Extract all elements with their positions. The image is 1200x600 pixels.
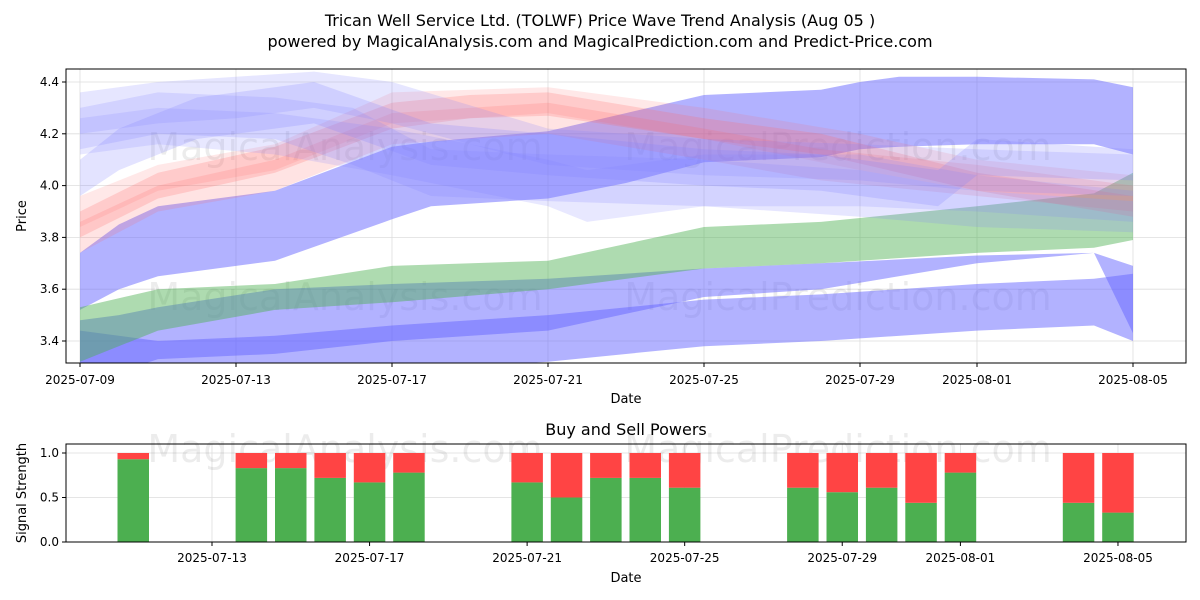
buy-bar bbox=[314, 477, 346, 542]
signal-y-label: Signal Strength bbox=[15, 443, 30, 543]
buy-bar bbox=[826, 492, 858, 542]
sell-bar bbox=[865, 453, 898, 488]
sell-bar bbox=[511, 453, 543, 483]
price-x-tick-label: 2025-07-09 bbox=[45, 373, 115, 387]
signal-y-tick-label: 0.5 bbox=[40, 491, 59, 505]
sell-bar bbox=[117, 453, 149, 460]
sell-bar bbox=[826, 453, 858, 493]
sell-bar bbox=[353, 453, 386, 483]
wave-band-2 bbox=[80, 273, 1133, 363]
buy-bar bbox=[668, 487, 701, 542]
wave-band-9 bbox=[80, 82, 1133, 207]
buy-bar bbox=[944, 472, 977, 542]
wave-band-0 bbox=[80, 76, 1133, 310]
price-x-tick-label: 2025-07-29 bbox=[825, 373, 895, 387]
buy-bar bbox=[550, 497, 583, 542]
buy-bar bbox=[393, 472, 425, 542]
buy-bar bbox=[1102, 512, 1134, 542]
sell-bar bbox=[1102, 453, 1134, 513]
price-chart-frame bbox=[65, 68, 1187, 364]
price-y-tick-label: 4.4 bbox=[40, 75, 59, 89]
sell-bar bbox=[629, 453, 661, 478]
signal-x-tick-label: 2025-07-13 bbox=[177, 551, 247, 565]
price-x-tick-label: 2025-07-17 bbox=[357, 373, 427, 387]
buy-bar bbox=[787, 487, 819, 542]
price-y-tick-label: 3.8 bbox=[40, 230, 59, 244]
chart-title: Trican Well Service Ltd. (TOLWF) Price W… bbox=[324, 11, 875, 30]
price-y-tick-label: 4.2 bbox=[40, 127, 59, 141]
signal-chart-frame bbox=[65, 443, 1187, 543]
wave-band-10 bbox=[80, 107, 1133, 222]
signal-y-ticks: 0.0 0.5 1.0 bbox=[40, 446, 66, 549]
sell-bar bbox=[668, 453, 701, 488]
sell-bar bbox=[550, 453, 583, 498]
signal-bars bbox=[117, 453, 1134, 542]
buy-bar bbox=[275, 468, 307, 542]
signal-chart-title: Buy and Sell Powers bbox=[545, 420, 707, 439]
sell-bar bbox=[905, 453, 937, 503]
buy-bar bbox=[235, 468, 268, 542]
buy-bar bbox=[1062, 502, 1095, 542]
wave-band-4 bbox=[80, 92, 1133, 238]
chart-subtitle: powered by MagicalAnalysis.com and Magic… bbox=[267, 32, 932, 51]
buy-bar bbox=[117, 459, 149, 542]
price-y-ticks: 3.4 3.6 3.8 4.0 4.2 4.4 bbox=[40, 75, 66, 348]
buy-bar bbox=[905, 502, 937, 542]
price-wave-bands bbox=[80, 71, 1133, 363]
signal-x-tick-label: 2025-07-25 bbox=[650, 551, 720, 565]
price-y-tick-label: 3.4 bbox=[40, 334, 59, 348]
signal-x-tick-label: 2025-07-21 bbox=[492, 551, 562, 565]
buy-bar bbox=[511, 482, 543, 542]
sell-bar bbox=[1062, 453, 1095, 503]
wave-band-6 bbox=[80, 87, 1133, 227]
wave-band-3 bbox=[80, 172, 1133, 362]
buy-bar bbox=[865, 487, 898, 542]
price-x-ticks: 2025-07-09 2025-07-13 2025-07-17 2025-07-21… bbox=[45, 363, 1168, 387]
price-x-tick-label: 2025-07-21 bbox=[513, 373, 583, 387]
signal-x-ticks: 2025-07-13 2025-07-17 2025-07-21 2025-07-25… bbox=[177, 542, 1153, 565]
price-x-tick-label: 2025-07-13 bbox=[201, 373, 271, 387]
sell-bar bbox=[787, 453, 819, 488]
signal-x-tick-label: 2025-08-01 bbox=[926, 551, 996, 565]
price-x-tick-label: 2025-07-25 bbox=[669, 373, 739, 387]
price-y-tick-label: 4.0 bbox=[40, 179, 59, 193]
wave-band-5 bbox=[80, 102, 1133, 253]
sell-bar bbox=[235, 453, 268, 469]
sell-bar bbox=[393, 453, 425, 473]
sell-bar bbox=[314, 453, 346, 478]
price-y-label: Price bbox=[15, 200, 30, 232]
signal-x-label: Date bbox=[610, 571, 641, 586]
price-x-tick-label: 2025-08-05 bbox=[1098, 373, 1168, 387]
signal-y-tick-label: 1.0 bbox=[40, 446, 59, 460]
wave-band-8 bbox=[80, 92, 1133, 233]
buy-bar bbox=[353, 482, 386, 542]
sell-bar bbox=[590, 453, 622, 478]
buy-bar bbox=[590, 477, 622, 542]
price-x-label: Date bbox=[610, 392, 641, 407]
sell-bar bbox=[275, 453, 307, 469]
signal-x-tick-label: 2025-07-29 bbox=[807, 551, 877, 565]
price-x-tick-label: 2025-08-01 bbox=[942, 373, 1012, 387]
signal-x-tick-label: 2025-08-05 bbox=[1083, 551, 1153, 565]
signal-x-tick-label: 2025-07-17 bbox=[335, 551, 405, 565]
sell-bar bbox=[944, 453, 977, 473]
buy-bar bbox=[629, 477, 661, 542]
price-y-tick-label: 3.6 bbox=[40, 282, 59, 296]
wave-band-7 bbox=[80, 71, 1133, 196]
signal-y-tick-label: 0.0 bbox=[40, 535, 59, 549]
